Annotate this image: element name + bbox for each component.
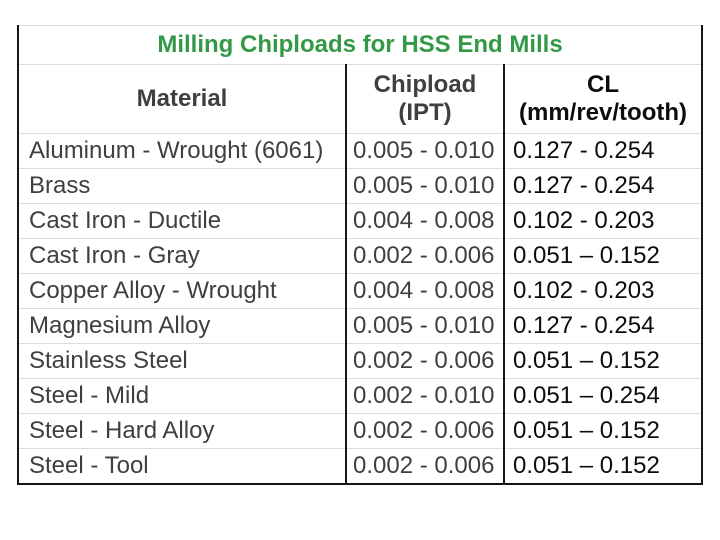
material-cell: Cast Iron - Gray [18, 238, 346, 274]
material-cell: Steel - Tool [18, 448, 346, 484]
chipload-cell: 0.002 - 0.006 [345, 448, 504, 484]
table-row: Steel - Tool 0.002 - 0.006 0.051 – 0.152 [18, 448, 702, 484]
cl-cell: 0.051 – 0.254 [503, 378, 702, 414]
cl-cell: 0.051 – 0.152 [503, 343, 702, 379]
table-row: Magnesium Alloy 0.005 - 0.010 0.127 - 0.… [18, 308, 702, 344]
table-row: Copper Alloy - Wrought 0.004 - 0.008 0.1… [18, 273, 702, 309]
cl-cell: 0.127 - 0.254 [503, 168, 702, 204]
column-header-cl: CL (mm/rev/tooth) [503, 64, 702, 134]
chipload-cell: 0.002 - 0.006 [345, 238, 504, 274]
table-row: Cast Iron - Ductile 0.004 - 0.008 0.102 … [18, 203, 702, 239]
table-row: Brass 0.005 - 0.010 0.127 - 0.254 [18, 168, 702, 204]
table-row: Steel - Hard Alloy 0.002 - 0.006 0.051 –… [18, 413, 702, 449]
cl-cell: 0.051 – 0.152 [503, 238, 702, 274]
material-cell: Copper Alloy - Wrought [18, 273, 346, 309]
column-header-cl-line1: CL [587, 70, 619, 98]
cl-cell: 0.102 - 0.203 [503, 203, 702, 239]
chipload-cell: 0.004 - 0.008 [345, 273, 504, 309]
material-cell: Steel - Mild [18, 378, 346, 414]
chipload-cell: 0.005 - 0.010 [345, 133, 504, 169]
table-row: Stainless Steel 0.002 - 0.006 0.051 – 0.… [18, 343, 702, 379]
column-header-chipload: Chipload (IPT) [345, 64, 504, 134]
table-row: Cast Iron - Gray 0.002 - 0.006 0.051 – 0… [18, 238, 702, 274]
column-header-chipload-line1: Chipload [373, 70, 477, 98]
chipload-cell: 0.005 - 0.010 [345, 308, 504, 344]
material-cell: Aluminum - Wrought (6061) [29, 137, 324, 164]
material-cell: Cast Iron - Ductile [18, 203, 346, 239]
table-row: Steel - Mild 0.002 - 0.010 0.051 – 0.254 [18, 378, 702, 414]
material-cell: Brass [18, 168, 346, 204]
chipload-table: Milling Chiploads for HSS End Mills Mate… [17, 25, 703, 485]
chipload-cell: 0.002 - 0.010 [345, 378, 504, 414]
column-header-chipload-line2: (IPT) [398, 99, 452, 126]
chipload-cell: 0.004 - 0.008 [345, 203, 504, 239]
table-title: Milling Chiploads for HSS End Mills [18, 25, 702, 65]
column-header-cl-line2: (mm/rev/tooth) [519, 99, 687, 126]
chipload-cell: 0.005 - 0.010 [345, 168, 504, 204]
table-row: Aluminum - Wrought (6061) 0.005 - 0.010 … [18, 133, 702, 169]
table-title-row: Milling Chiploads for HSS End Mills [18, 25, 702, 65]
material-cell: Stainless Steel [18, 343, 346, 379]
material-cell: Magnesium Alloy [18, 308, 346, 344]
cl-cell: 0.127 - 0.254 [503, 308, 702, 344]
chipload-cell: 0.002 - 0.006 [345, 413, 504, 449]
cl-cell: 0.051 – 0.152 [503, 413, 702, 449]
cl-cell: 0.102 - 0.203 [503, 273, 702, 309]
column-header-material: Material [18, 64, 346, 134]
table-header-row: Material Chipload (IPT) CL (mm/rev/tooth… [18, 64, 702, 134]
material-cell: Steel - Hard Alloy [18, 413, 346, 449]
table-body: Aluminum - Wrought (6061) 0.005 - 0.010 … [18, 133, 702, 484]
cl-cell: 0.051 – 0.152 [503, 448, 702, 484]
chipload-cell: 0.002 - 0.006 [345, 343, 504, 379]
cl-cell: 0.127 - 0.254 [503, 133, 702, 169]
